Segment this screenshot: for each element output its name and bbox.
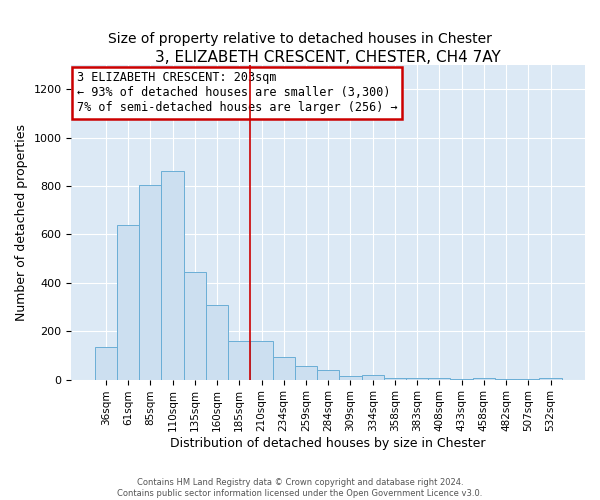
Y-axis label: Number of detached properties: Number of detached properties <box>15 124 28 321</box>
X-axis label: Distribution of detached houses by size in Chester: Distribution of detached houses by size … <box>170 437 486 450</box>
Bar <box>117 224 139 380</box>
Bar <box>206 304 228 380</box>
Bar <box>250 341 272 380</box>
Bar <box>317 370 340 380</box>
Bar <box>362 375 384 380</box>
Bar <box>272 356 295 380</box>
Bar <box>295 366 317 380</box>
Text: Size of property relative to detached houses in Chester: Size of property relative to detached ho… <box>108 32 492 46</box>
Bar <box>539 378 562 380</box>
Bar <box>406 378 428 380</box>
Bar <box>473 378 495 380</box>
Text: Contains HM Land Registry data © Crown copyright and database right 2024.
Contai: Contains HM Land Registry data © Crown c… <box>118 478 482 498</box>
Bar <box>384 378 406 380</box>
Bar <box>139 185 161 380</box>
Bar <box>161 172 184 380</box>
Bar <box>95 347 117 380</box>
Bar <box>428 378 451 380</box>
Bar <box>228 341 250 380</box>
Title: 3, ELIZABETH CRESCENT, CHESTER, CH4 7AY: 3, ELIZABETH CRESCENT, CHESTER, CH4 7AY <box>155 50 501 65</box>
Bar <box>184 272 206 380</box>
Bar <box>340 376 362 380</box>
Text: 3 ELIZABETH CRESCENT: 203sqm
← 93% of detached houses are smaller (3,300)
7% of : 3 ELIZABETH CRESCENT: 203sqm ← 93% of de… <box>77 72 397 114</box>
